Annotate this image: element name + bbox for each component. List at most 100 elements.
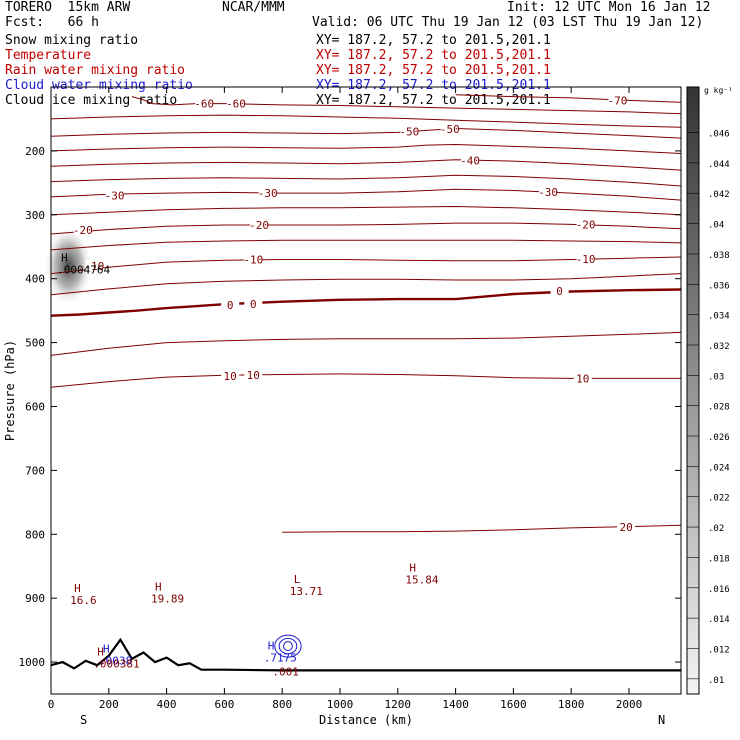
temperature-contour xyxy=(131,96,682,115)
contour-label: 0 xyxy=(556,285,563,298)
field-xy-cloud-ice: XY= 187.2, 57.2 to 201.5,201.1 xyxy=(316,93,551,108)
colorbar-tick-label: .022 xyxy=(708,494,730,504)
x-tick-label: 200 xyxy=(99,698,119,711)
colorbar-tick-label: .028 xyxy=(708,403,730,413)
field-label-cloud-water: Cloud water mixing ratio xyxy=(5,78,193,93)
extremum-value: 19.89 xyxy=(151,592,184,605)
field-label-temperature: Temperature xyxy=(5,48,92,63)
contour-label: -70 xyxy=(607,94,627,107)
extremum-value: 13.71 xyxy=(290,585,323,598)
x-end-label-north: N xyxy=(658,713,665,727)
y-tick-label: 600 xyxy=(25,400,45,413)
temperature-contour xyxy=(50,127,682,139)
extremum-value: .001 xyxy=(272,665,299,678)
contour-label: 0 xyxy=(227,299,234,312)
y-tick-label: 400 xyxy=(25,273,45,286)
field-label-snow: Snow mixing ratio xyxy=(5,33,139,48)
extremum-marker: L xyxy=(294,573,301,586)
snow-mixing-ratio-area xyxy=(44,225,93,306)
contour-label: -50 xyxy=(440,123,460,136)
extremum-value: 16.6 xyxy=(70,594,97,607)
extremum-marker: H xyxy=(61,251,68,264)
contour-label: -30 xyxy=(105,190,125,203)
contour-label: -30 xyxy=(258,187,278,200)
x-axis-label: Distance (km) xyxy=(319,713,413,727)
extremum-marker: H xyxy=(155,580,162,593)
contour-label: 0 xyxy=(250,298,257,311)
field-label-cloud-ice: Cloud ice mixing ratio xyxy=(5,93,178,108)
colorbar-tick-label: .042 xyxy=(708,190,730,200)
contour-label: -10 xyxy=(84,260,104,273)
x-tick-label: 2000 xyxy=(616,698,643,711)
contour-label: -20 xyxy=(249,219,269,232)
temperature-contour xyxy=(50,159,682,171)
field-xy-rain: XY= 187.2, 57.2 to 201.5,201.1 xyxy=(316,63,551,78)
y-axis-label: Pressure (hPa) xyxy=(3,340,17,441)
extremum-value: .7175 xyxy=(264,651,297,664)
temperature-contour xyxy=(50,273,682,296)
contour-label: 10 xyxy=(224,370,237,383)
colorbar-tick-label: .012 xyxy=(708,645,730,655)
extremum-value: .000381 xyxy=(93,658,139,671)
contour-label: -20 xyxy=(576,218,596,231)
colorbar-tick-label: .032 xyxy=(708,342,730,352)
colorbar-tick-label: .02 xyxy=(708,524,724,534)
cloud-water-contour xyxy=(278,637,298,655)
temperature-contour xyxy=(50,114,682,128)
temperature-contour xyxy=(455,94,682,103)
contour-label: -20 xyxy=(73,224,93,237)
valid-time: Valid: 06 UTC Thu 19 Jan 12 (03 LST Thu … xyxy=(312,15,704,30)
contour-label: -10 xyxy=(576,253,596,266)
temperature-contour xyxy=(50,174,682,187)
extremum-marker: H xyxy=(268,639,275,652)
colorbar-tick-label: .01 xyxy=(708,676,724,686)
extremum-marker: H xyxy=(74,582,81,595)
x-tick-label: 1000 xyxy=(327,698,354,711)
cloud-water-contour xyxy=(283,641,293,651)
extremum-value: 15.84 xyxy=(405,573,438,586)
x-tick-label: 1400 xyxy=(442,698,469,711)
x-tick-label: 1800 xyxy=(558,698,585,711)
y-tick-label: 800 xyxy=(25,528,45,541)
y-tick-label: 300 xyxy=(25,209,45,222)
colorbar-tick-label: .024 xyxy=(708,463,730,473)
colorbar-unit: g kg⁻¹ xyxy=(704,86,733,95)
extremum-value: .0038 xyxy=(99,654,132,667)
y-tick-label: 500 xyxy=(25,337,45,350)
x-tick-label: 800 xyxy=(272,698,292,711)
y-tick-label: 700 xyxy=(25,464,45,477)
field-xy-snow: XY= 187.2, 57.2 to 201.5,201.1 xyxy=(316,33,551,48)
colorbar-tick-label: .03 xyxy=(708,372,724,382)
center-name: NCAR/MMM xyxy=(222,0,285,15)
temperature-contour xyxy=(50,288,682,317)
contour-label: -60 xyxy=(226,98,246,111)
cloud-water-contour xyxy=(274,634,302,658)
forecast-hour: Fcst: 66 h xyxy=(5,15,99,30)
colorbar-tick-label: .038 xyxy=(708,251,730,261)
model-title: TORERO 15km ARW xyxy=(5,0,131,15)
x-tick-label: 1600 xyxy=(500,698,527,711)
contour-label: -10 xyxy=(243,254,263,267)
plot-frame xyxy=(50,86,682,695)
contour-label: 10 xyxy=(247,369,260,382)
field-xy-temperature: XY= 187.2, 57.2 to 201.5,201.1 xyxy=(316,48,551,63)
extremum-marker: H xyxy=(409,561,416,574)
contour-label: 10 xyxy=(576,372,589,385)
colorbar-tick-label: .016 xyxy=(708,585,730,595)
colorbar-tick-label: .036 xyxy=(708,281,730,291)
extremum-marker: H xyxy=(97,646,104,659)
init-time: Init: 12 UTC Mon 16 Jan 12 xyxy=(507,0,711,15)
colorbar-tick-label: .04 xyxy=(708,221,724,231)
x-tick-label: 600 xyxy=(214,698,234,711)
contour-label: 20 xyxy=(619,521,632,534)
extremum-value: .0004764 xyxy=(57,263,110,276)
x-tick-label: 1200 xyxy=(385,698,412,711)
x-tick-label: 400 xyxy=(157,698,177,711)
colorbar xyxy=(686,86,700,695)
extremum-marker: H xyxy=(103,642,110,655)
field-xy-cloud-water: XY= 187.2, 57.2 to 201.5,201.1 xyxy=(316,78,551,93)
temperature-contour xyxy=(50,331,682,356)
y-tick-label: 900 xyxy=(25,592,45,605)
terrain-line xyxy=(50,637,681,672)
